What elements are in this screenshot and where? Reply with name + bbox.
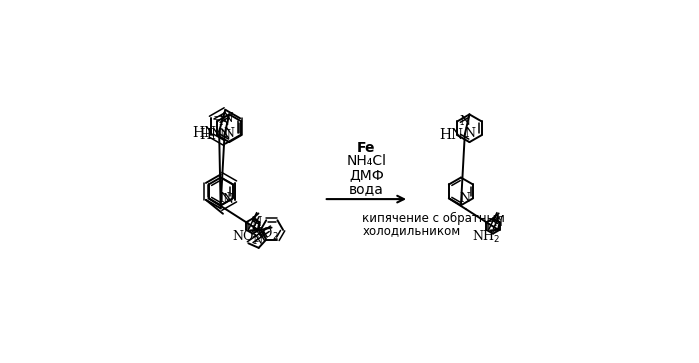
Text: N: N <box>459 115 470 128</box>
Text: NO$_2$: NO$_2$ <box>251 227 279 242</box>
Text: N: N <box>219 192 231 205</box>
Text: ДМФ: ДМФ <box>349 168 384 182</box>
Text: кипячение с обратным: кипячение с обратным <box>363 211 505 224</box>
Text: NO$_2$: NO$_2$ <box>232 228 260 245</box>
Text: N: N <box>253 234 263 247</box>
Text: N: N <box>224 127 235 140</box>
Text: HN: HN <box>199 128 223 142</box>
Text: N: N <box>460 192 470 205</box>
Text: N: N <box>492 216 503 229</box>
Text: вода: вода <box>349 182 384 196</box>
Text: =N: =N <box>213 112 234 125</box>
Text: HN: HN <box>193 126 217 140</box>
Text: NH₄Cl: NH₄Cl <box>347 154 387 168</box>
Text: холодильником: холодильником <box>363 224 461 237</box>
Text: N: N <box>219 115 230 128</box>
Text: N: N <box>252 216 262 229</box>
Text: HN: HN <box>439 128 463 142</box>
Text: Fe: Fe <box>357 140 375 155</box>
Text: N: N <box>222 193 233 207</box>
Text: N: N <box>219 129 231 142</box>
Text: N: N <box>464 127 475 140</box>
Text: NH$_2$: NH$_2$ <box>472 228 500 245</box>
